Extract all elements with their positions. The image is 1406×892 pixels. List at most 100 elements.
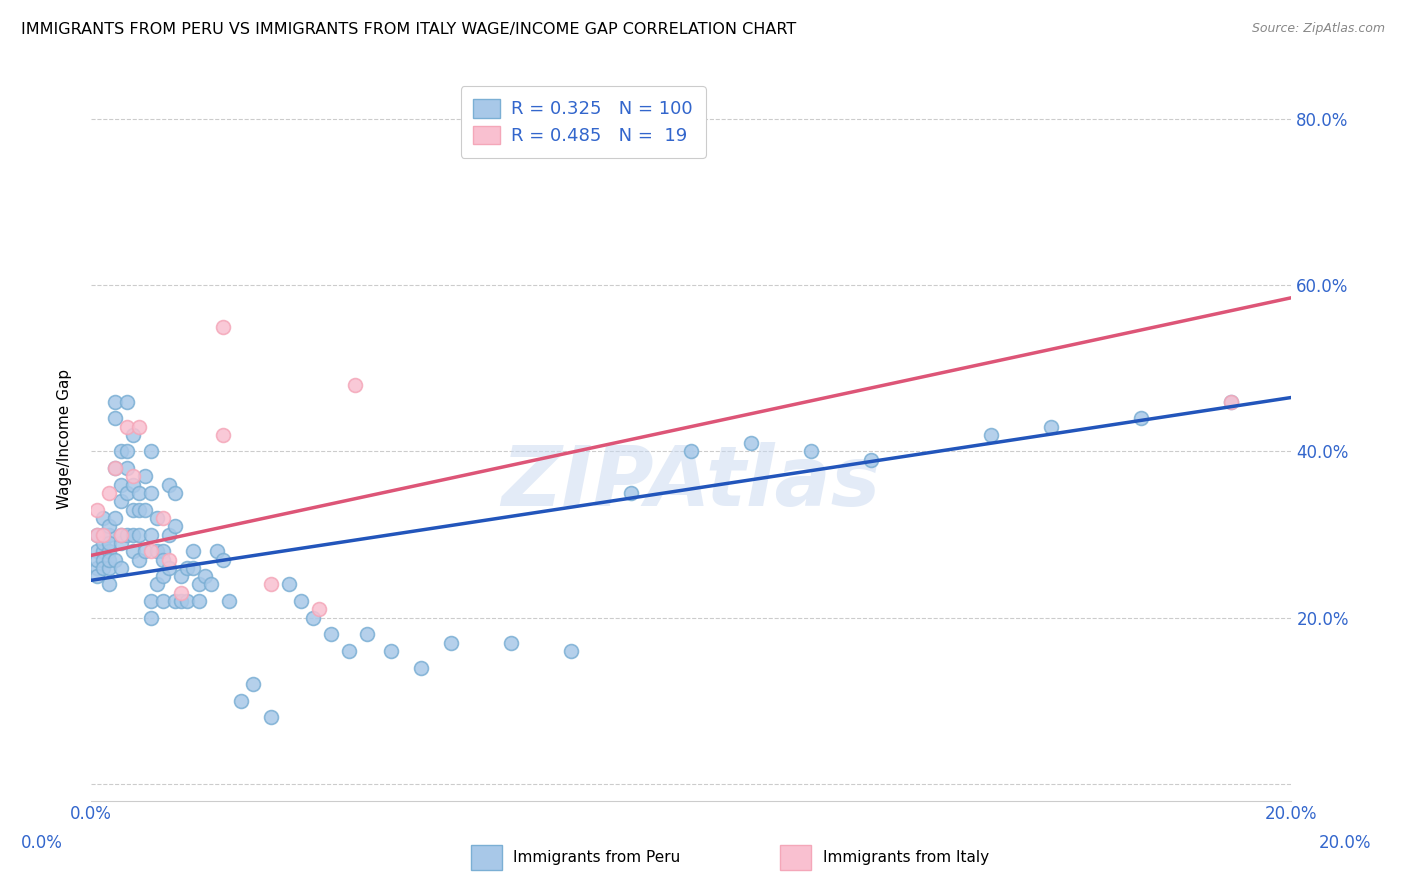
Point [205, 544, 228, 558]
Point [740, 436, 762, 450]
Point [110, 494, 132, 508]
Point [501, 635, 523, 649]
Point [86, 561, 108, 575]
Point [163, 594, 186, 608]
Point [440, 635, 463, 649]
Point [128, 502, 150, 516]
Point [91, 511, 114, 525]
Point [97, 536, 120, 550]
Point [170, 594, 193, 608]
Point [139, 444, 162, 458]
Point [115, 527, 138, 541]
Point [337, 644, 360, 658]
Point [200, 577, 222, 591]
Point [139, 527, 162, 541]
Point [356, 627, 378, 641]
Point [115, 486, 138, 500]
Point [104, 461, 127, 475]
Point [128, 419, 150, 434]
Point [110, 536, 132, 550]
Point [278, 577, 301, 591]
Point [128, 486, 150, 500]
Point [860, 452, 883, 467]
Text: Source: ZipAtlas.com: Source: ZipAtlas.com [1251, 22, 1385, 36]
Point [146, 511, 169, 525]
Point [86, 527, 108, 541]
Point [1220, 394, 1243, 409]
Point [681, 444, 703, 458]
Point [134, 544, 156, 558]
Point [152, 544, 174, 558]
Point [104, 411, 127, 425]
Point [146, 544, 169, 558]
Point [176, 561, 198, 575]
Point [104, 511, 127, 525]
Point [242, 677, 264, 691]
Point [122, 544, 145, 558]
Text: 0.0%: 0.0% [21, 834, 63, 852]
Point [1220, 394, 1243, 409]
Point [86, 552, 108, 566]
Point [212, 552, 235, 566]
Point [115, 444, 138, 458]
Point [181, 561, 204, 575]
Point [212, 319, 235, 334]
Point [302, 611, 325, 625]
Point [134, 469, 156, 483]
Point [260, 577, 283, 591]
Text: Immigrants from Peru: Immigrants from Peru [513, 850, 681, 864]
Text: Immigrants from Italy: Immigrants from Italy [823, 850, 988, 864]
Text: 20.0%: 20.0% [1319, 834, 1371, 852]
Point [152, 594, 174, 608]
Point [91, 544, 114, 558]
Point [157, 527, 180, 541]
Text: ZIPAtlas: ZIPAtlas [502, 442, 882, 523]
Point [152, 511, 174, 525]
Point [181, 544, 204, 558]
Point [1040, 419, 1063, 434]
Point [110, 561, 132, 575]
Legend: R = 0.325   N = 100, R = 0.485   N =  19: R = 0.325 N = 100, R = 0.485 N = 19 [461, 87, 706, 158]
Point [104, 394, 127, 409]
Point [163, 486, 186, 500]
Point [122, 527, 145, 541]
Point [97, 486, 120, 500]
Point [980, 428, 1002, 442]
Point [122, 428, 145, 442]
Point [97, 544, 120, 558]
Point [188, 577, 211, 591]
Point [176, 594, 198, 608]
Point [91, 561, 114, 575]
Point [157, 552, 180, 566]
Point [110, 477, 132, 491]
Point [97, 519, 120, 533]
Point [139, 611, 162, 625]
Point [260, 710, 283, 724]
Point [229, 694, 252, 708]
Point [194, 569, 217, 583]
Point [91, 527, 114, 541]
Point [122, 469, 145, 483]
Point [212, 428, 235, 442]
Point [290, 594, 312, 608]
Text: IMMIGRANTS FROM PERU VS IMMIGRANTS FROM ITALY WAGE/INCOME GAP CORRELATION CHART: IMMIGRANTS FROM PERU VS IMMIGRANTS FROM … [21, 22, 796, 37]
Point [86, 544, 108, 558]
Point [152, 552, 174, 566]
Point [1130, 411, 1153, 425]
Point [139, 544, 162, 558]
Point [157, 477, 180, 491]
Point [104, 461, 127, 475]
Point [128, 552, 150, 566]
Point [409, 660, 432, 674]
Point [146, 577, 169, 591]
Point [800, 444, 823, 458]
Point [170, 586, 193, 600]
Point [110, 527, 132, 541]
Point [91, 552, 114, 566]
Point [91, 536, 114, 550]
Point [188, 594, 211, 608]
Point [115, 419, 138, 434]
Point [110, 444, 132, 458]
Point [97, 552, 120, 566]
Point [122, 502, 145, 516]
